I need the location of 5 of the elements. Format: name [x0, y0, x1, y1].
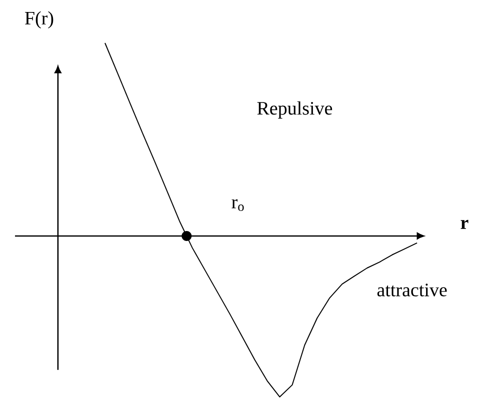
annotation: Repulsive: [257, 101, 332, 119]
annotation: r$_{o}$: [232, 199, 244, 211]
y-axis-title: F(r): [24, 11, 54, 28]
annotation: attractive: [377, 284, 447, 296]
x-axis-title: r: [460, 220, 468, 229]
